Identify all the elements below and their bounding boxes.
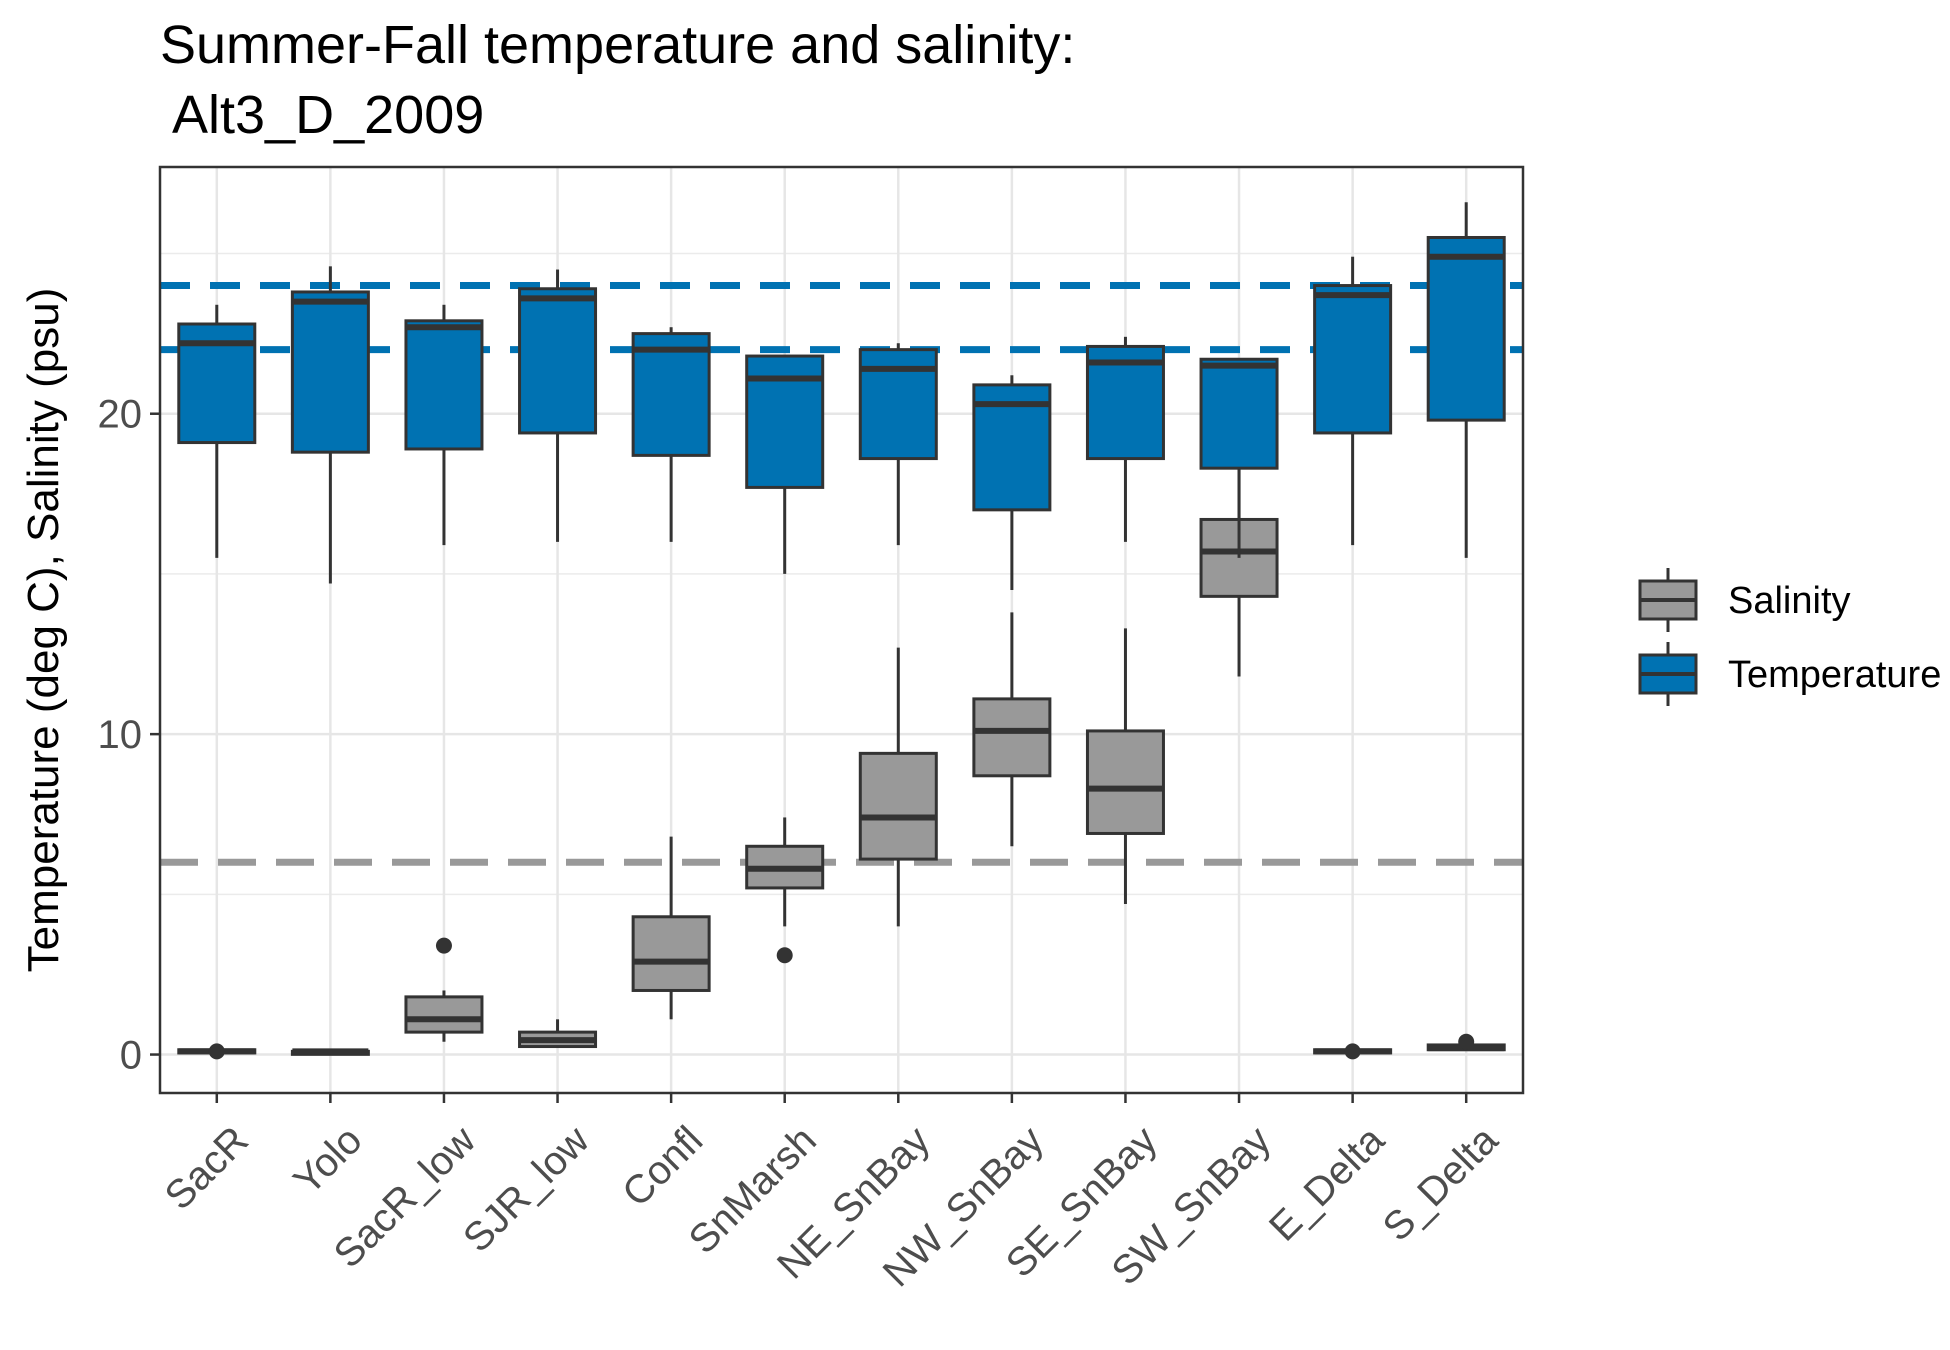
legend-label-salinity: Salinity bbox=[1728, 580, 1851, 622]
x-tick-label: Yolo bbox=[285, 1118, 370, 1203]
x-tick-label: SJR_low bbox=[455, 1118, 598, 1261]
outlier-point bbox=[435, 937, 452, 954]
x-tick-label: S_Delta bbox=[1375, 1118, 1507, 1250]
box-temperature bbox=[404, 319, 484, 451]
box-salinity bbox=[404, 995, 484, 1034]
outlier-point bbox=[776, 947, 793, 964]
boxes bbox=[177, 202, 1506, 1060]
legend: Salinity Temperature bbox=[1638, 568, 1941, 706]
reference-lines bbox=[160, 282, 1523, 866]
box-temperature bbox=[1313, 284, 1393, 435]
box-temperature bbox=[518, 287, 598, 435]
outlier-point bbox=[1458, 1033, 1475, 1050]
x-tick-label: E_Delta bbox=[1261, 1118, 1393, 1250]
panel-border bbox=[158, 165, 1525, 1095]
box-salinity bbox=[1085, 729, 1165, 835]
box-salinity bbox=[972, 697, 1052, 778]
x-tick-label: Confl bbox=[614, 1118, 711, 1215]
box-temperature bbox=[290, 290, 370, 454]
outlier-point bbox=[208, 1043, 225, 1060]
box-temperature bbox=[1199, 357, 1279, 470]
box-salinity bbox=[858, 751, 938, 861]
box-temperature bbox=[631, 332, 711, 457]
box-temperature bbox=[1426, 235, 1506, 422]
box-salinity bbox=[631, 915, 711, 992]
legend-label-temperature: Temperature bbox=[1728, 654, 1941, 696]
y-tick-label: 10 bbox=[98, 713, 143, 757]
x-tick-label: SacR bbox=[157, 1118, 257, 1218]
chart-title-line-2: Alt3_D_2009 bbox=[160, 85, 485, 145]
y-axis: 0 10 20 bbox=[98, 393, 160, 1078]
outlier-point bbox=[1344, 1043, 1361, 1060]
y-tick-label: 20 bbox=[98, 393, 143, 437]
y-tick-label: 0 bbox=[120, 1034, 142, 1078]
y-axis-title: Temperature (deg C), Salinity (psu) bbox=[19, 288, 68, 973]
chart-title-line-1: Summer-Fall temperature and salinity: bbox=[160, 15, 1076, 75]
